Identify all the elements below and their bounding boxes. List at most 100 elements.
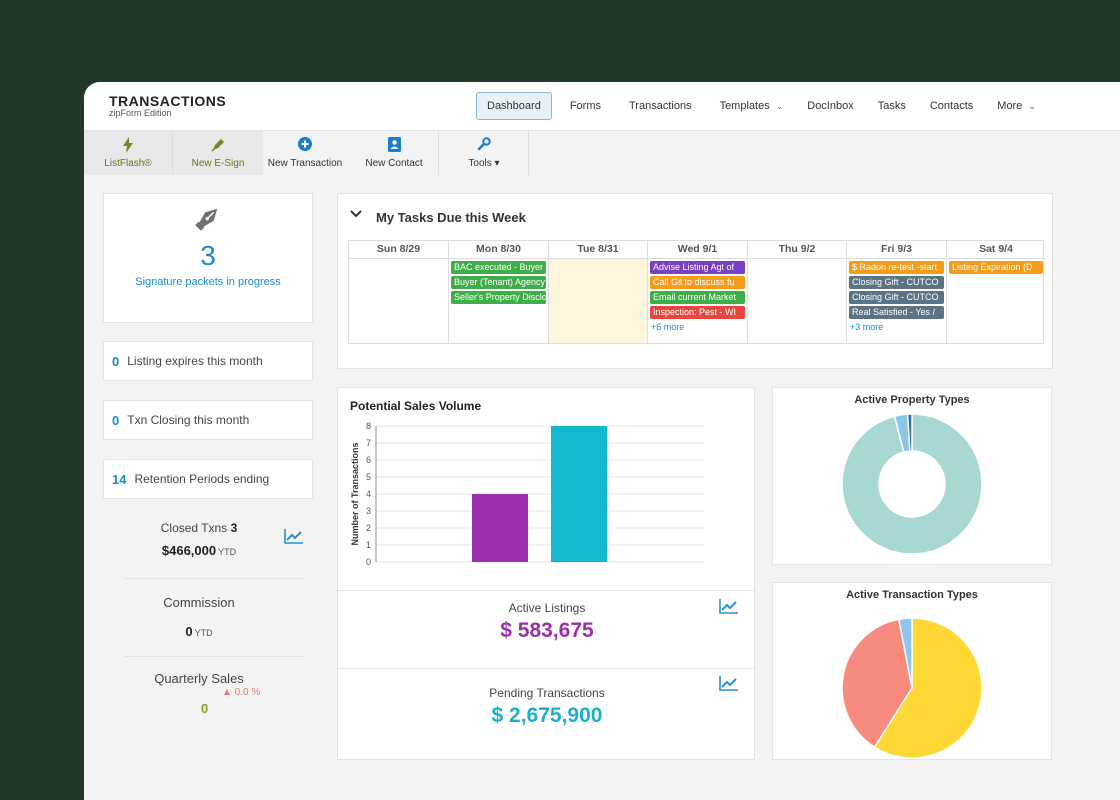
pie-slice-1 (841, 618, 913, 749)
calendar-event[interactable]: Inspection: Pest - WI (650, 306, 745, 319)
calendar-day-5[interactable]: Fri 9/3 $ Radon re-test -start Closing Gif… (847, 241, 947, 343)
pie-slice-0 (841, 413, 983, 555)
calendar-day-header: Mon 8/30 (449, 241, 548, 259)
chevron-down-icon: ⌄ (1028, 101, 1036, 111)
divider (124, 578, 304, 579)
listflash-button[interactable]: ListFlash® (84, 131, 172, 175)
quarterly-value: 0 (201, 701, 209, 716)
stat-txn-closing[interactable]: 0 Txn Closing this month (103, 400, 313, 440)
calendar-day-header: Sun 8/29 (349, 241, 448, 259)
y-tick-label: 1 (366, 540, 371, 550)
calendar-day-3[interactable]: Wed 9/1 Advise Listing Agt of Call Gil to … (648, 241, 748, 343)
nav-dashboard[interactable]: Dashboard (476, 92, 552, 120)
nav-transactions[interactable]: Transactions (629, 100, 692, 112)
divider (338, 668, 754, 669)
pie-slice-2 (906, 413, 913, 452)
sales-bar-chart: 0 1 2 3 4 5 6 7 8 Number of Transactions (350, 421, 704, 567)
more-events-link[interactable]: +6 more (651, 322, 685, 332)
pending-transactions-label: Pending Transactions (489, 686, 605, 700)
closed-txns-value-row: $466,000 YTD (94, 543, 304, 558)
fountain-pen-icon (104, 202, 312, 234)
stat-label: Retention Periods ending (134, 472, 270, 486)
plus-circle-icon (262, 137, 348, 155)
new-transaction-button[interactable]: New Transaction (262, 131, 348, 175)
y-tick-label: 0 (366, 557, 371, 567)
new-contact-button[interactable]: New Contact (350, 131, 439, 175)
y-axis-label: Number of Transactions (350, 442, 360, 545)
stat-count: 0 (112, 353, 120, 369)
tasks-panel: My Tasks Due this Week Sun 8/29 Mon 8/30 B… (337, 193, 1053, 369)
toolbar: ListFlash® New E-Sign New Transaction Ne… (84, 131, 1120, 175)
stat-label: Listing expires this month (127, 354, 263, 368)
closed-txns-value: $466,000 (161, 543, 217, 558)
brand-title: TRANSACTIONS (109, 93, 227, 109)
bar-pending-transactions (551, 426, 607, 562)
active-listings-label: Active Listings (508, 601, 586, 615)
commission-metric: Commission 0 YTD (94, 595, 304, 639)
trend-chart-icon[interactable] (284, 528, 304, 544)
nav-tasks[interactable]: Tasks (877, 100, 906, 112)
closed-txns-label-row: Closed Txns 3 (94, 521, 304, 535)
pie-title: Active Transaction Types (846, 589, 978, 601)
closed-txns-metric: Closed Txns 3 $466,000 YTD (94, 521, 304, 558)
stat-listing-expires[interactable]: 0 Listing expires this month (103, 341, 313, 381)
calendar-event[interactable]: Call Gil to discuss fu (650, 276, 745, 289)
calendar-event[interactable]: Seller's Property Disclosure (451, 291, 546, 304)
divider (124, 656, 304, 657)
calendar-day-0[interactable]: Sun 8/29 (349, 241, 449, 343)
tools-label: Tools ▾ (468, 158, 500, 169)
pie-slice-2 (898, 617, 913, 689)
new-contact-label: New Contact (365, 158, 423, 169)
more-events-link[interactable]: +3 more (850, 322, 884, 332)
stat-label: Txn Closing this month (127, 413, 250, 427)
trend-chart-icon[interactable] (719, 598, 739, 614)
commission-value: 0 (185, 624, 193, 639)
calendar-day-2[interactable]: Tue 8/31 (549, 241, 648, 343)
calendar-event[interactable]: BAC executed - Buyer (451, 261, 546, 274)
y-tick-label: 5 (366, 472, 371, 482)
calendar-event[interactable]: Closing Gift - CUTCO (849, 291, 944, 304)
nav-templates[interactable]: Templates ⌄ (710, 93, 794, 119)
tasks-calendar: Sun 8/29 Mon 8/30 BAC executed - Buyer Buye… (348, 240, 1045, 344)
contact-book-icon (350, 137, 438, 155)
chevron-down-icon: ⌄ (775, 101, 784, 111)
top-bar: TRANSACTIONS zipForm Edition Dashboard F… (84, 82, 1120, 131)
calendar-event[interactable]: Listing Expiration (D (949, 261, 1043, 274)
nav-more[interactable]: More ⌄ (987, 93, 1046, 119)
app-window: TRANSACTIONS zipForm Edition Dashboard F… (84, 82, 1120, 800)
calendar-day-4[interactable]: Thu 9/2 (748, 241, 847, 343)
calendar-event[interactable]: $ Radon re-test -start (849, 261, 944, 274)
nav-contacts[interactable]: Contacts (929, 100, 974, 112)
pending-transactions-metric: Pending Transactions $ 2,675,900 (338, 686, 756, 728)
calendar-event[interactable]: Closing Gift - CUTCO (849, 276, 944, 289)
calendar-event[interactable]: Email current Market (650, 291, 745, 304)
calendar-day-header: Tue 8/31 (549, 241, 647, 259)
nav-more-label: More (997, 100, 1023, 112)
commission-label: Commission (163, 595, 235, 610)
calendar-day-6[interactable]: Sat 9/4 Listing Expiration (D (947, 241, 1045, 343)
calendar-event[interactable]: Buyer (Tenant) Agency (451, 276, 546, 289)
nav-forms[interactable]: Forms (569, 100, 601, 112)
calendar-day-header: Wed 9/1 (648, 241, 747, 259)
sales-chart-title: Potential Sales Volume (350, 399, 482, 413)
calendar-event[interactable]: Real Satisfied - Yes / (849, 306, 944, 319)
pie-title: Active Property Types (854, 394, 970, 406)
potential-sales-card: Potential Sales Volume 0 1 2 3 4 5 6 7 8 Number o… (337, 387, 755, 760)
pending-transactions-value: $ 2,675,900 (491, 704, 603, 727)
signature-packets-card[interactable]: 3 Signature packets in progress (103, 193, 313, 323)
calendar-event[interactable]: Advise Listing Agt of (650, 261, 745, 274)
y-tick-label: 8 (366, 421, 371, 431)
pen-icon (173, 137, 263, 155)
y-tick-label: 6 (366, 455, 371, 465)
brand-subtitle: zipForm Edition (109, 108, 172, 118)
brand-logo[interactable]: TRANSACTIONS zipForm Edition (109, 94, 226, 118)
wrench-icon (440, 137, 528, 155)
new-esign-button[interactable]: New E-Sign (172, 131, 263, 175)
active-transaction-types-card: Active Transaction Types (772, 582, 1052, 760)
trend-chart-icon[interactable] (719, 675, 739, 691)
stat-retention-periods[interactable]: 14 Retention Periods ending (103, 459, 313, 499)
collapse-chevron-icon[interactable] (350, 208, 362, 222)
tools-menu-button[interactable]: Tools ▾ (440, 131, 529, 175)
nav-docinbox[interactable]: DocInbox (807, 100, 854, 112)
calendar-day-1[interactable]: Mon 8/30 BAC executed - Buyer Buyer (Tenan… (449, 241, 549, 343)
